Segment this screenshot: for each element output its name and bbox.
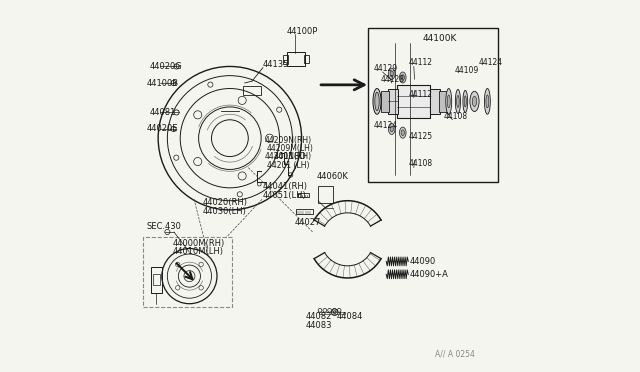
Text: 44084: 44084 (337, 312, 363, 321)
Ellipse shape (388, 68, 395, 79)
Text: 44118D: 44118D (274, 152, 307, 161)
Text: 44200N(RH): 44200N(RH) (265, 152, 312, 161)
Bar (318, 186, 333, 202)
Text: 44010M(LH): 44010M(LH) (173, 247, 224, 256)
Ellipse shape (390, 126, 394, 132)
Ellipse shape (375, 92, 380, 110)
Text: 44060K: 44060K (316, 172, 348, 181)
Text: 44209M(LH): 44209M(LH) (267, 144, 314, 153)
Bar (152, 274, 160, 285)
Text: 44041(RH): 44041(RH) (263, 182, 308, 190)
Text: 44100B: 44100B (147, 78, 179, 87)
Bar (430, 89, 440, 114)
Text: 44100P: 44100P (287, 27, 318, 36)
Text: 44108: 44108 (444, 112, 467, 121)
Text: 44135: 44135 (263, 60, 289, 69)
Bar (298, 193, 309, 197)
Text: 44128: 44128 (381, 75, 404, 84)
Bar (296, 209, 313, 214)
Text: 44125: 44125 (408, 132, 433, 141)
Ellipse shape (486, 95, 489, 108)
Text: 44112: 44112 (408, 90, 432, 99)
Text: A// A 0254: A// A 0254 (435, 350, 474, 359)
Text: 44108: 44108 (408, 160, 433, 169)
Ellipse shape (401, 75, 404, 80)
Bar (319, 312, 345, 314)
Ellipse shape (472, 96, 477, 106)
Bar (388, 89, 398, 114)
Ellipse shape (388, 124, 395, 135)
Bar (439, 91, 447, 112)
Ellipse shape (456, 89, 461, 113)
Text: 44090+A: 44090+A (410, 270, 449, 279)
Text: 44124: 44124 (373, 121, 397, 130)
Text: 44020(RH): 44020(RH) (202, 198, 247, 207)
Bar (284, 55, 288, 64)
Text: 44109: 44109 (454, 65, 479, 75)
Text: 44209N(RH): 44209N(RH) (265, 135, 312, 144)
Text: 44082: 44082 (305, 312, 332, 321)
Text: 44112: 44112 (408, 58, 432, 67)
Text: 44129: 44129 (373, 64, 397, 73)
Ellipse shape (399, 72, 406, 83)
Text: 44124: 44124 (478, 58, 502, 67)
Text: 44100K: 44100K (422, 34, 456, 44)
Bar (151, 267, 162, 293)
Text: 44090: 44090 (410, 257, 436, 266)
Ellipse shape (373, 89, 381, 114)
Text: 44083: 44083 (305, 321, 332, 330)
Bar (368, 28, 499, 182)
Ellipse shape (447, 95, 450, 108)
Text: 44000M(RH): 44000M(RH) (173, 238, 225, 247)
Text: 44020E: 44020E (147, 125, 179, 134)
Text: 44051(LH): 44051(LH) (263, 191, 307, 200)
Text: 44030(LH): 44030(LH) (202, 206, 246, 215)
Text: 44081: 44081 (150, 108, 177, 117)
Ellipse shape (446, 89, 452, 114)
Ellipse shape (401, 130, 404, 135)
Ellipse shape (484, 89, 490, 114)
Ellipse shape (457, 96, 460, 108)
Ellipse shape (390, 71, 394, 77)
Bar (287, 52, 305, 66)
Bar (143, 237, 232, 307)
Bar (243, 86, 261, 95)
Text: 44201 (LH): 44201 (LH) (267, 161, 309, 170)
Bar (381, 91, 388, 112)
Ellipse shape (464, 96, 467, 107)
Ellipse shape (470, 91, 479, 112)
Text: 44020G: 44020G (150, 62, 183, 71)
Text: SEC.430: SEC.430 (147, 222, 181, 231)
Text: 44027: 44027 (294, 218, 321, 227)
Bar (397, 85, 430, 118)
Ellipse shape (399, 127, 406, 138)
Bar (304, 55, 309, 63)
Ellipse shape (463, 90, 468, 112)
